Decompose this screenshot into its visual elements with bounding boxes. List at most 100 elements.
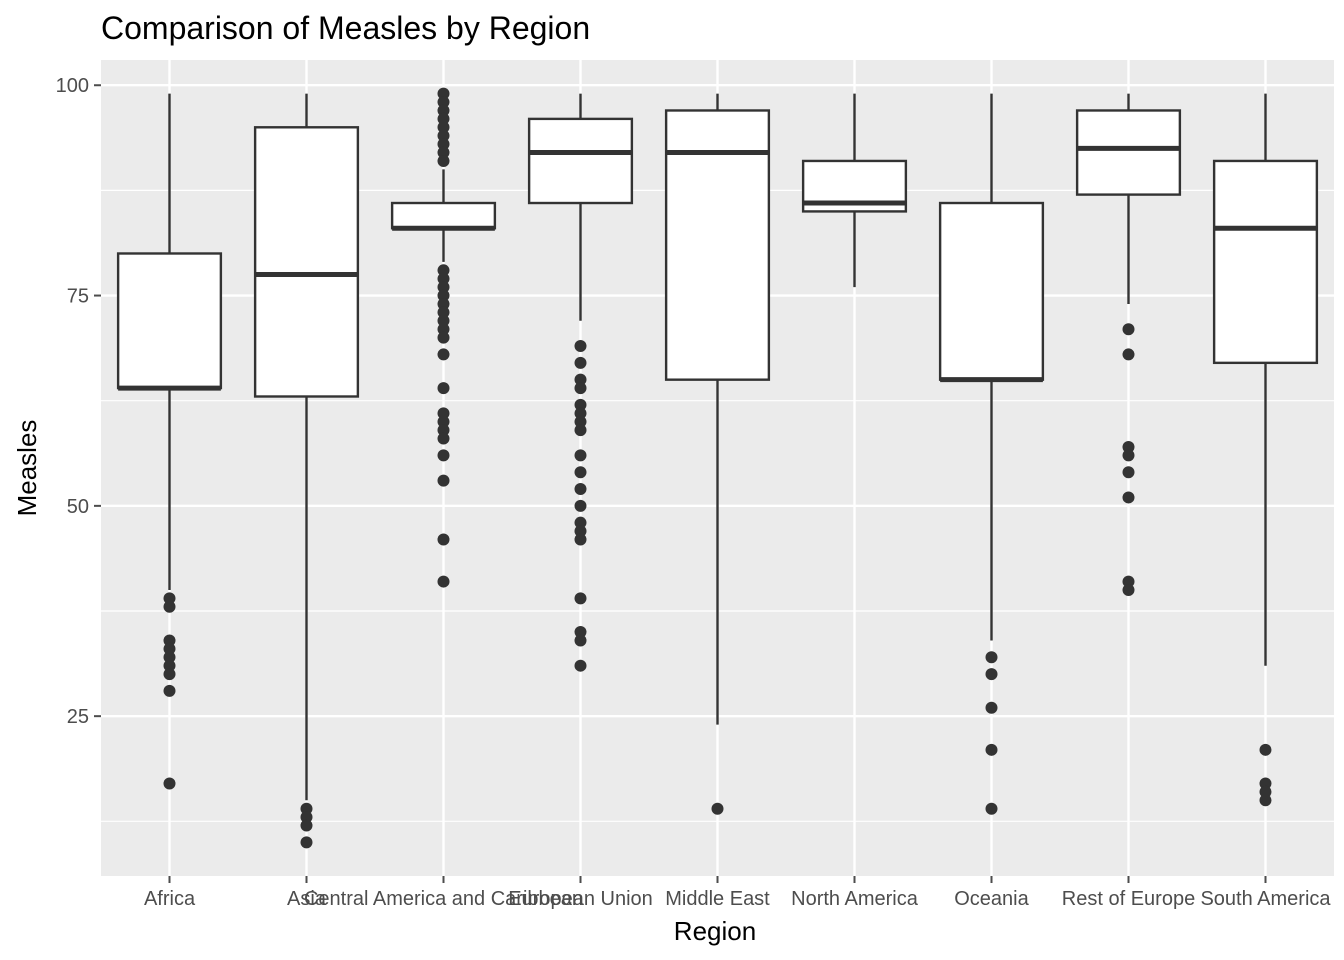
outlier-point: [574, 373, 587, 386]
outlier-point: [985, 802, 998, 815]
outlier-point: [574, 407, 587, 420]
outlier-point: [163, 600, 176, 613]
outlier-point: [437, 138, 450, 151]
outlier-point: [163, 634, 176, 647]
outlier-point: [437, 382, 450, 395]
outlier-point: [437, 281, 450, 294]
outlier-point: [1259, 785, 1272, 798]
x-tick-label: Rest of Europe: [1062, 888, 1195, 910]
outlier-point: [1122, 575, 1135, 588]
outlier-point: [437, 121, 450, 134]
outlier-point: [574, 516, 587, 529]
box-group: [116, 93, 223, 790]
x-tick-label: European Union: [508, 888, 653, 910]
outlier-point: [437, 264, 450, 277]
outlier-point: [437, 449, 450, 462]
outlier-point: [574, 415, 587, 428]
outlier-point: [437, 323, 450, 336]
outlier-point: [574, 466, 587, 479]
outlier-point: [1122, 583, 1135, 596]
x-tick-label: North America: [791, 888, 919, 910]
box-iqr: [390, 201, 497, 230]
box-iqr: [1212, 159, 1319, 365]
outlier-point: [163, 684, 176, 697]
outlier-point: [437, 87, 450, 100]
outlier-point: [163, 592, 176, 605]
outlier-point: [300, 802, 313, 815]
outlier-point: [437, 474, 450, 487]
outlier-point: [437, 154, 450, 167]
outlier-point: [437, 112, 450, 125]
outlier-point: [985, 651, 998, 664]
outlier-point: [574, 533, 587, 546]
outlier-point: [437, 289, 450, 302]
y-axis-title: Measles: [12, 420, 42, 517]
box-group: [801, 93, 908, 288]
outlier-point: [163, 668, 176, 681]
outlier-point: [574, 340, 587, 353]
outlier-point: [574, 398, 587, 411]
box-layer: [116, 87, 1319, 849]
x-tick-label: Middle East: [665, 888, 770, 910]
box-group: [664, 93, 771, 815]
outlier-point: [985, 743, 998, 756]
y-axis: 25 50 75 100: [56, 75, 101, 728]
box-group: [1075, 93, 1182, 596]
box-group: [253, 93, 360, 849]
outlier-point: [437, 533, 450, 546]
outlier-point: [163, 642, 176, 655]
outlier-point: [1259, 743, 1272, 756]
x-tick-label: South America: [1200, 888, 1331, 910]
outlier-point: [437, 424, 450, 437]
outlier-point: [574, 659, 587, 672]
outlier-point: [163, 777, 176, 790]
box-group: [938, 93, 1045, 815]
outlier-point: [1259, 777, 1272, 790]
outlier-point: [574, 424, 587, 437]
outlier-point: [437, 575, 450, 588]
outlier-point: [437, 272, 450, 285]
outlier-point: [437, 432, 450, 445]
y-tick-label: 50: [67, 496, 89, 518]
outlier-point: [574, 499, 587, 512]
outlier-point: [437, 348, 450, 361]
outlier-point: [574, 449, 587, 462]
outlier-point: [437, 407, 450, 420]
outlier-point: [1122, 323, 1135, 336]
outlier-point: [574, 525, 587, 538]
box-iqr: [938, 201, 1045, 381]
outlier-point: [437, 314, 450, 327]
outlier-point: [574, 483, 587, 496]
outlier-point: [437, 146, 450, 159]
x-tick-label: Oceania: [954, 888, 1029, 910]
y-tick-label: 100: [56, 75, 89, 97]
outlier-point: [1122, 466, 1135, 479]
outlier-point: [574, 626, 587, 639]
box-iqr: [116, 252, 223, 390]
outlier-point: [1259, 794, 1272, 807]
y-tick-label: 25: [67, 706, 89, 728]
outlier-point: [437, 306, 450, 319]
x-tick-label: Central America and Caribbean: [304, 888, 583, 910]
outlier-point: [1122, 440, 1135, 453]
outlier-point: [1122, 491, 1135, 504]
box-iqr: [253, 126, 360, 398]
box-group: [390, 87, 497, 588]
box-group: [527, 93, 634, 672]
x-tick-label: Asia: [287, 888, 327, 910]
outlier-point: [437, 129, 450, 142]
x-tick-label: Africa: [144, 888, 196, 910]
box-group: [1212, 93, 1319, 807]
outlier-point: [437, 104, 450, 117]
outlier-point: [1122, 449, 1135, 462]
outlier-point: [163, 651, 176, 664]
outlier-point: [300, 811, 313, 824]
outlier-point: [437, 96, 450, 109]
outlier-point: [1122, 348, 1135, 361]
outlier-point: [574, 634, 587, 647]
outlier-point: [437, 415, 450, 428]
outlier-point: [163, 659, 176, 672]
